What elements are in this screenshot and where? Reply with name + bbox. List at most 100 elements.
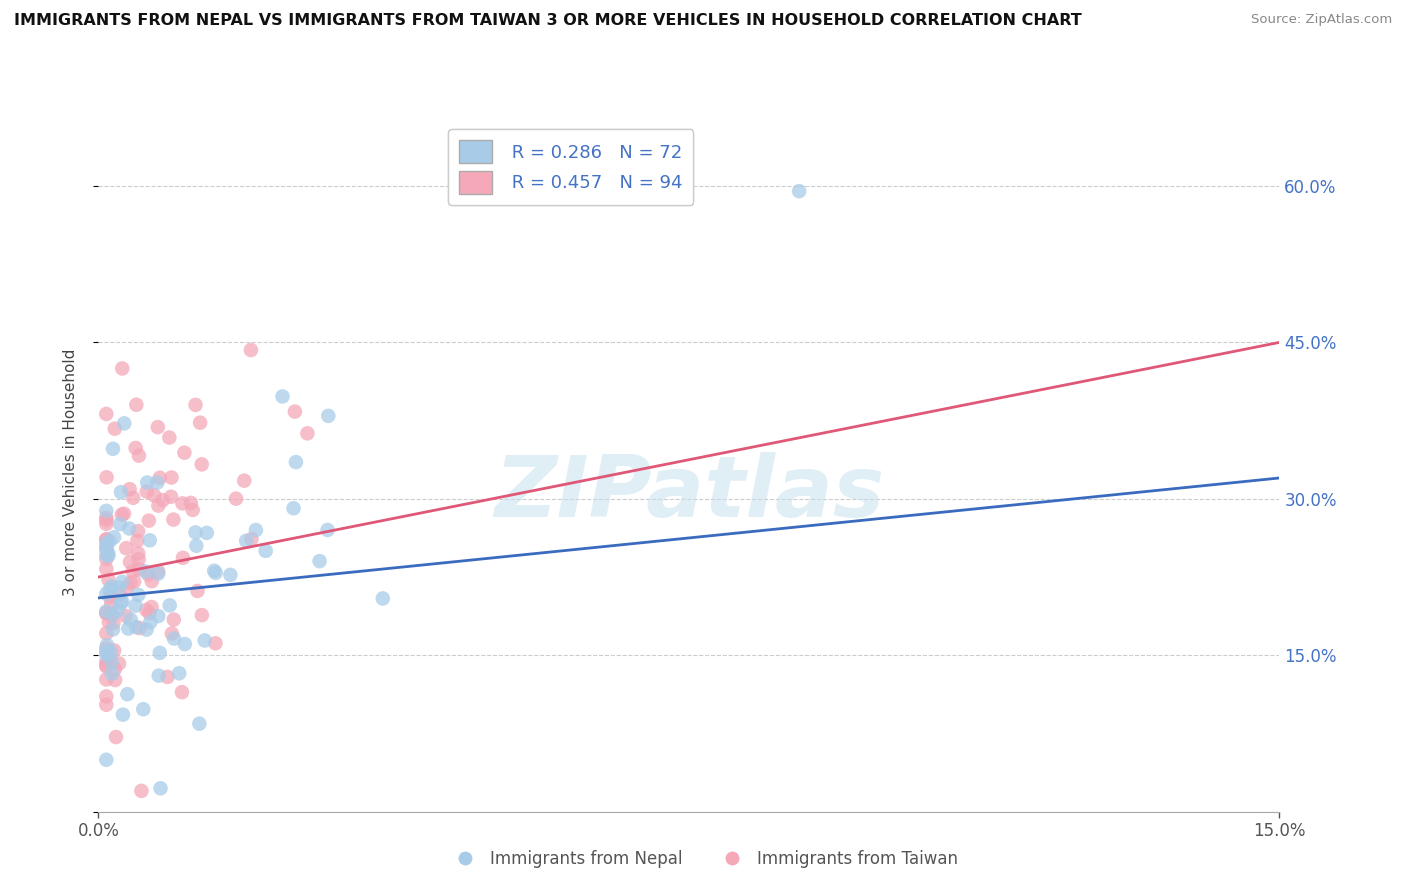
Point xyxy=(149,471,172,485)
Point xyxy=(96,659,118,673)
Point xyxy=(156,670,179,684)
Point xyxy=(190,458,212,472)
Point xyxy=(180,496,202,510)
Point xyxy=(173,445,195,459)
Point xyxy=(245,523,267,537)
Point xyxy=(308,554,330,568)
Point xyxy=(101,666,124,681)
Point xyxy=(128,621,150,635)
Point xyxy=(98,582,121,597)
Point xyxy=(172,496,194,510)
Point xyxy=(96,638,118,652)
Point xyxy=(160,470,183,484)
Point xyxy=(143,488,166,502)
Point xyxy=(191,608,214,623)
Point xyxy=(96,658,118,673)
Point xyxy=(127,533,149,548)
Point xyxy=(118,482,141,496)
Point xyxy=(96,470,118,484)
Point xyxy=(96,548,118,562)
Point xyxy=(170,685,193,699)
Point xyxy=(141,600,163,615)
Point xyxy=(108,581,131,595)
Point xyxy=(97,546,120,560)
Point xyxy=(163,632,186,646)
Point xyxy=(107,603,129,617)
Point xyxy=(131,784,153,798)
Point xyxy=(160,490,183,504)
Point xyxy=(235,533,257,548)
Point xyxy=(204,566,226,580)
Point xyxy=(100,655,122,669)
Point xyxy=(125,620,148,634)
Point xyxy=(96,587,118,601)
Point xyxy=(149,781,172,796)
Point xyxy=(124,599,146,613)
Point xyxy=(135,565,157,579)
Point xyxy=(371,591,394,606)
Point xyxy=(188,416,211,430)
Point xyxy=(108,517,131,532)
Point xyxy=(127,547,149,561)
Point xyxy=(96,533,118,547)
Point xyxy=(162,512,184,526)
Point xyxy=(124,441,146,455)
Point xyxy=(181,503,204,517)
Point xyxy=(194,633,217,648)
Point xyxy=(96,541,118,555)
Point xyxy=(96,516,118,531)
Point xyxy=(96,562,118,576)
Point xyxy=(239,343,262,357)
Point xyxy=(188,716,211,731)
Point xyxy=(108,657,131,671)
Point xyxy=(110,596,132,610)
Point xyxy=(117,687,139,701)
Point xyxy=(117,622,139,636)
Point xyxy=(115,581,138,595)
Text: Source: ZipAtlas.com: Source: ZipAtlas.com xyxy=(1251,13,1392,27)
Point xyxy=(101,442,124,456)
Point xyxy=(96,655,118,669)
Point xyxy=(254,544,277,558)
Point xyxy=(138,514,160,528)
Point xyxy=(120,575,142,590)
Legend: Immigrants from Nepal, Immigrants from Taiwan: Immigrants from Nepal, Immigrants from T… xyxy=(441,844,965,875)
Point xyxy=(115,541,138,556)
Point xyxy=(184,525,207,540)
Legend:  R = 0.286   N = 72,  R = 0.457   N = 94: R = 0.286 N = 72, R = 0.457 N = 94 xyxy=(449,129,693,204)
Point xyxy=(96,513,118,527)
Point xyxy=(160,626,183,640)
Point xyxy=(233,474,256,488)
Point xyxy=(114,608,136,623)
Point xyxy=(98,590,121,604)
Point xyxy=(112,417,135,431)
Point xyxy=(100,579,122,593)
Point xyxy=(96,604,118,618)
Point xyxy=(128,449,150,463)
Text: IMMIGRANTS FROM NEPAL VS IMMIGRANTS FROM TAIWAN 3 OR MORE VEHICLES IN HOUSEHOLD : IMMIGRANTS FROM NEPAL VS IMMIGRANTS FROM… xyxy=(14,13,1081,29)
Point xyxy=(163,613,186,627)
Point xyxy=(97,549,120,563)
Point xyxy=(121,565,143,579)
Point xyxy=(186,584,208,599)
Point xyxy=(104,673,127,687)
Point xyxy=(184,398,207,412)
Point xyxy=(103,643,125,657)
Point xyxy=(96,690,118,704)
Point xyxy=(96,641,118,656)
Point xyxy=(97,573,120,587)
Point xyxy=(118,521,141,535)
Point xyxy=(96,626,118,640)
Point xyxy=(111,707,134,722)
Point xyxy=(122,491,145,505)
Point xyxy=(111,508,134,522)
Point xyxy=(104,730,127,744)
Point xyxy=(219,567,242,582)
Point xyxy=(271,389,294,403)
Point xyxy=(135,623,157,637)
Point xyxy=(159,599,181,613)
Point xyxy=(136,475,159,490)
Point xyxy=(139,533,162,548)
Point xyxy=(146,475,169,490)
Point xyxy=(103,530,125,544)
